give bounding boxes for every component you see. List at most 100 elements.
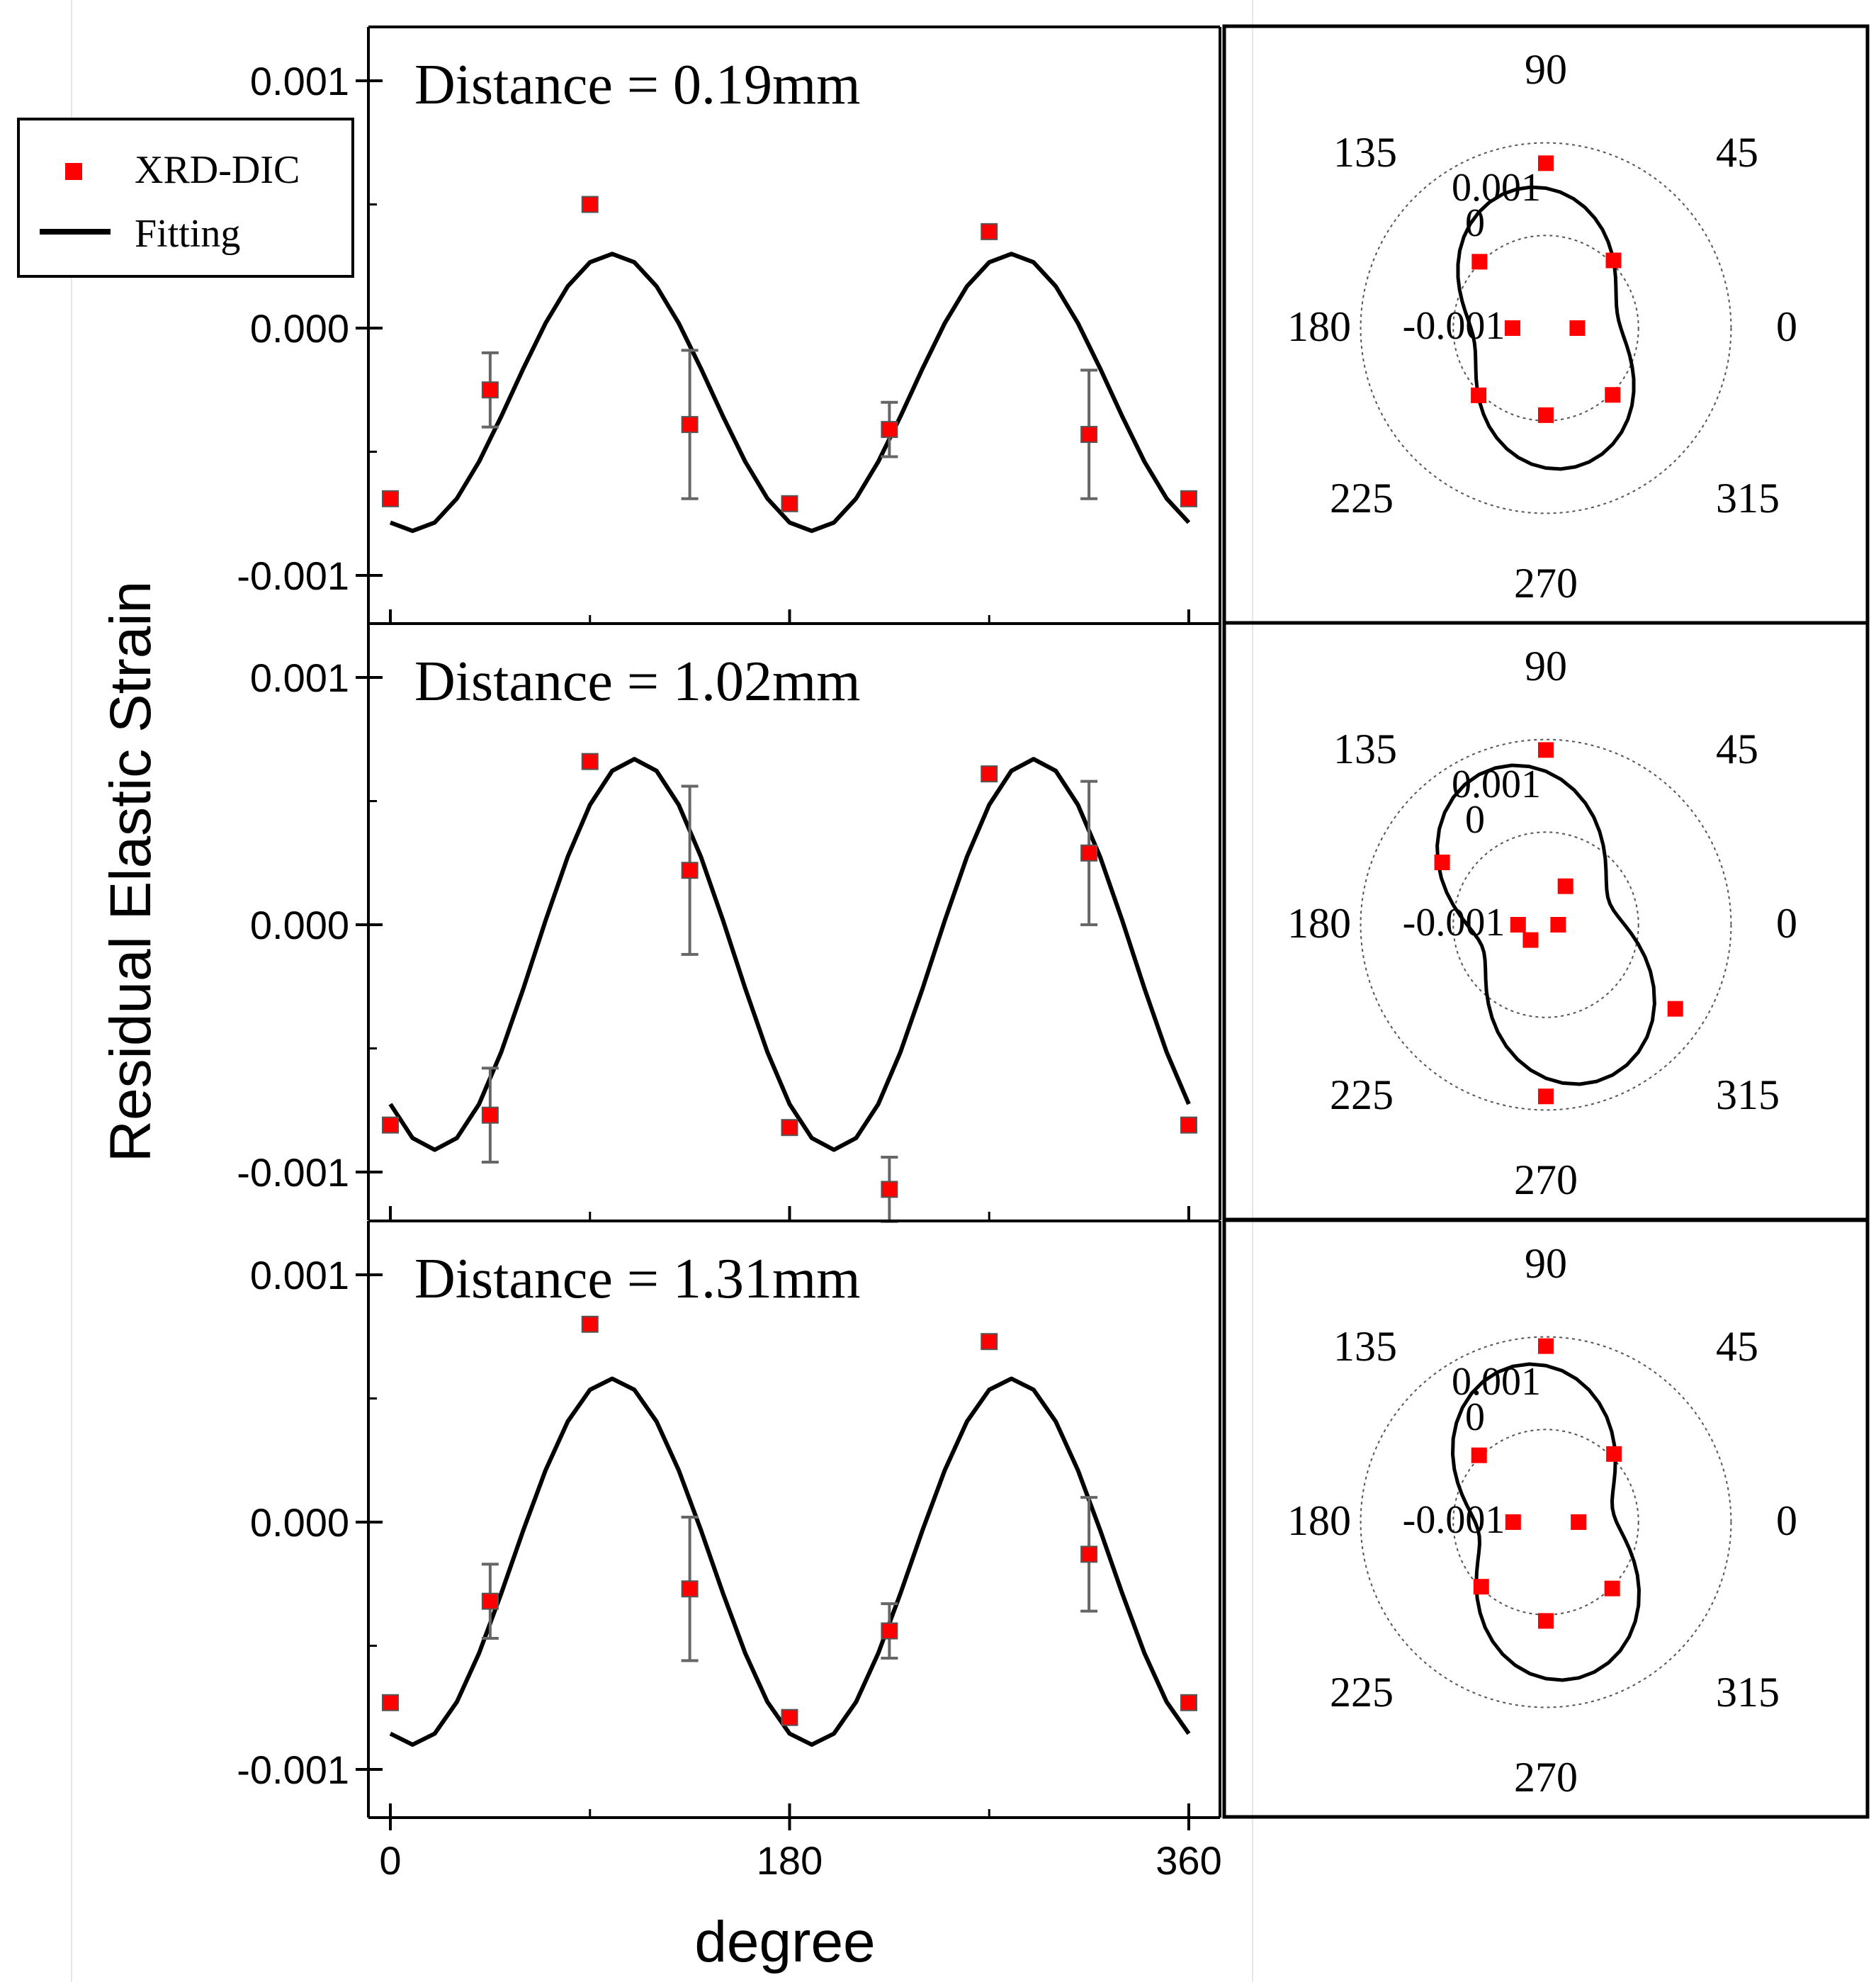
y-tick-label: 0.001: [250, 1253, 349, 1297]
panel-title: Distance = 1.02mm: [414, 651, 860, 713]
polar-data-point: [1538, 742, 1554, 758]
data-point: [781, 495, 798, 512]
polar-data-point: [1605, 252, 1622, 269]
polar-data-point: [1522, 932, 1539, 948]
polar-angle-label: 90: [1525, 46, 1567, 93]
data-point: [981, 223, 998, 240]
polar-data-point: [1434, 855, 1450, 871]
y-tick-label: 0.000: [250, 903, 349, 947]
polar-angle-label: 135: [1333, 129, 1397, 176]
polar-data-point: [1538, 1338, 1554, 1354]
polar-angle-label: 0: [1776, 900, 1797, 947]
y-tick-label: 0.001: [250, 655, 349, 700]
polar-frame: [1222, 1218, 1870, 1819]
polar-angle-label: 180: [1287, 303, 1351, 350]
polar-data-point: [1471, 254, 1488, 270]
polar-angle-label: 135: [1333, 726, 1397, 772]
data-point: [1180, 1694, 1197, 1711]
polar-ring-inner: [1452, 1429, 1639, 1616]
data-point: [981, 765, 998, 783]
polar-angle-label: 270: [1514, 1156, 1578, 1203]
y-tick-label: -0.001: [237, 553, 349, 598]
polar-ring-outer: [1360, 738, 1732, 1111]
polar-data-point: [1538, 1088, 1554, 1105]
polar-angle-label: 225: [1330, 475, 1394, 522]
y-axis-label: Residual Elastic Strain: [98, 581, 163, 1162]
polar-ring-inner: [1452, 235, 1639, 422]
polar-data-point: [1606, 1446, 1622, 1462]
data-point: [382, 1694, 399, 1711]
polar-data-point: [1667, 1001, 1683, 1017]
polar-data-point: [1538, 1613, 1554, 1629]
data-point: [681, 862, 699, 879]
polar-data-point: [1504, 320, 1520, 336]
polar-angle-label: 180: [1287, 1497, 1351, 1544]
fitting-curve: [388, 757, 1191, 1152]
polar-angle-label: 0: [1776, 303, 1797, 350]
polar-angle-label: 45: [1716, 129, 1758, 176]
polar-ring-inner: [1452, 831, 1639, 1018]
legend-label-xrd: XRD-DIC: [135, 148, 300, 192]
polar-angle-label: 45: [1716, 726, 1758, 772]
legend: XRD-DIC Fitting: [17, 118, 354, 278]
polar-ring-label: 0: [1465, 1395, 1485, 1439]
y-tick-label: 0.000: [250, 306, 349, 351]
y-tick-label: -0.001: [237, 1747, 349, 1792]
polar-ring-label: -0.001: [1403, 304, 1505, 348]
polar-data-point: [1471, 1447, 1487, 1463]
data-point: [581, 196, 599, 213]
polar-data-point: [1538, 155, 1554, 171]
polar-angle-label: 180: [1287, 900, 1351, 947]
data-point: [481, 1592, 499, 1610]
polar-data-point: [1557, 878, 1573, 894]
data-point: [781, 1708, 798, 1726]
polar-data-point: [1471, 387, 1487, 403]
polar-ring-label: 0.001: [1452, 1360, 1541, 1404]
polar-angle-label: 270: [1514, 1754, 1578, 1801]
y-tick-label: 0.001: [250, 59, 349, 103]
data-point: [881, 1181, 898, 1198]
polar-angle-label: 315: [1716, 1669, 1780, 1716]
polar-ring-label: -0.001: [1403, 1498, 1505, 1542]
data-point: [1080, 844, 1098, 862]
fitting-curve: [389, 252, 1191, 534]
legend-label-fitting: Fitting: [135, 212, 240, 256]
polar-angle-label: 225: [1330, 1071, 1394, 1118]
data-point: [1080, 426, 1098, 444]
polar-data-point: [1605, 387, 1621, 403]
polar-angle-label: 135: [1333, 1323, 1397, 1370]
data-point: [1180, 1116, 1197, 1134]
polar-data-point: [1571, 1514, 1587, 1530]
polar-angle-label: 270: [1514, 560, 1578, 607]
polar-data-point: [1505, 1514, 1521, 1530]
data-point: [1080, 1545, 1098, 1563]
polar-fitting-curve: [1451, 1362, 1641, 1682]
data-point: [881, 421, 898, 439]
data-point: [581, 753, 599, 770]
data-point: [581, 1315, 599, 1333]
polar-data-point: [1569, 320, 1586, 336]
fitting-curve: [389, 1376, 1191, 1747]
x-axis-label: degree: [694, 1910, 875, 1974]
legend-marker-xrd: [65, 163, 82, 180]
polar-angle-label: 0: [1776, 1497, 1797, 1544]
cartesian-panel-1: 0.001 0.000 -0.001 Distance = 0.19mm: [237, 26, 1221, 624]
polar-angle-label: 315: [1716, 1071, 1780, 1118]
polar-ring-outer: [1360, 142, 1732, 514]
data-point: [781, 1119, 798, 1137]
polar-ring-label: 0: [1465, 798, 1485, 842]
polar-data-point: [1473, 1579, 1489, 1595]
data-point: [481, 1106, 499, 1124]
cartesian-panel-3: 0 180 360 0.001 0.000 -0.001 Distance = 1.31mm: [237, 1220, 1222, 1883]
polar-ring-outer: [1360, 1336, 1732, 1708]
polar-data-point: [1510, 917, 1526, 933]
data-point: [881, 1622, 898, 1640]
polar-angle-label: 90: [1525, 1240, 1567, 1287]
panel-title: Distance = 1.31mm: [414, 1248, 860, 1310]
polar-angle-label: 90: [1525, 643, 1567, 689]
data-point: [981, 1333, 998, 1351]
